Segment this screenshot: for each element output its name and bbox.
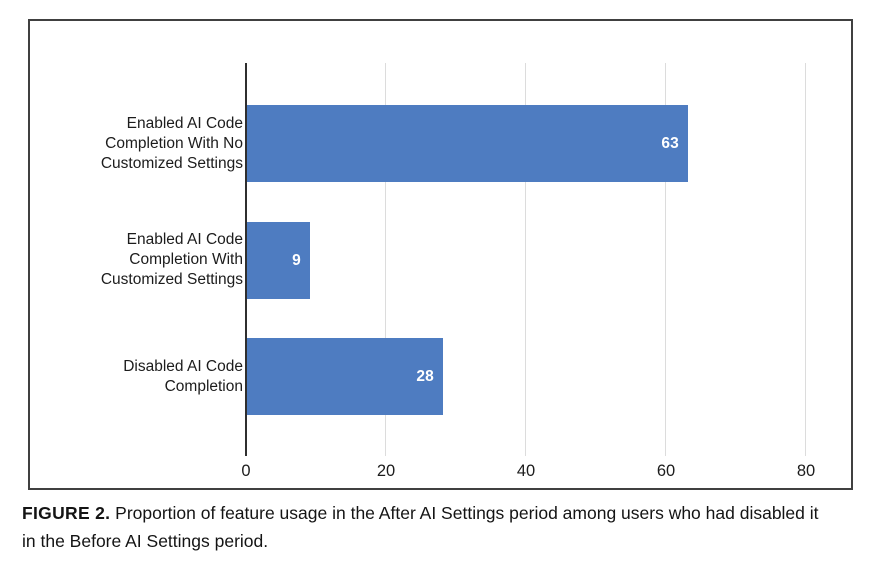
x-tick-label-20: 20 — [376, 462, 396, 480]
x-tick-label-40: 40 — [516, 462, 536, 480]
bar-enabled-no-custom-settings: 63 — [247, 105, 688, 182]
category-label-line: Completion With — [129, 251, 243, 268]
gridline-60 — [665, 63, 666, 456]
bar-value-label: 63 — [661, 134, 679, 152]
figure-caption: FIGURE 2. Proportion of feature usage in… — [22, 499, 824, 555]
figure-caption-label: FIGURE 2. — [22, 503, 111, 523]
chart-frame: 63 9 28 Enabled AI Code Completion With … — [28, 19, 853, 490]
category-label-enabled-no-custom: Enabled AI Code Completion With No Custo… — [40, 114, 243, 174]
category-label-line: Customized Settings — [100, 271, 243, 288]
gridline-80 — [805, 63, 806, 456]
category-label-line: Disabled AI Code — [123, 358, 243, 375]
category-label-enabled-custom: Enabled AI Code Completion With Customiz… — [40, 230, 243, 290]
x-axis-zero-line — [245, 63, 247, 456]
category-label-disabled: Disabled AI Code Completion — [40, 357, 243, 397]
bar-enabled-custom-settings: 9 — [247, 222, 310, 299]
category-label-line: Customized Settings — [100, 155, 243, 172]
bar-disabled: 28 — [247, 338, 443, 415]
category-label-line: Enabled AI Code — [126, 231, 243, 248]
bar-value-label: 9 — [292, 251, 301, 269]
bar-value-label: 28 — [416, 367, 434, 385]
x-tick-label-80: 80 — [796, 462, 816, 480]
category-label-line: Completion — [164, 378, 243, 395]
gridline-40 — [525, 63, 526, 456]
gridline-20 — [385, 63, 386, 456]
x-tick-label-60: 60 — [656, 462, 676, 480]
x-tick-label-0: 0 — [241, 462, 251, 480]
figure-caption-text: Proportion of feature usage in the After… — [22, 503, 819, 551]
category-label-line: Completion With No — [105, 135, 243, 152]
category-label-line: Enabled AI Code — [126, 115, 243, 132]
